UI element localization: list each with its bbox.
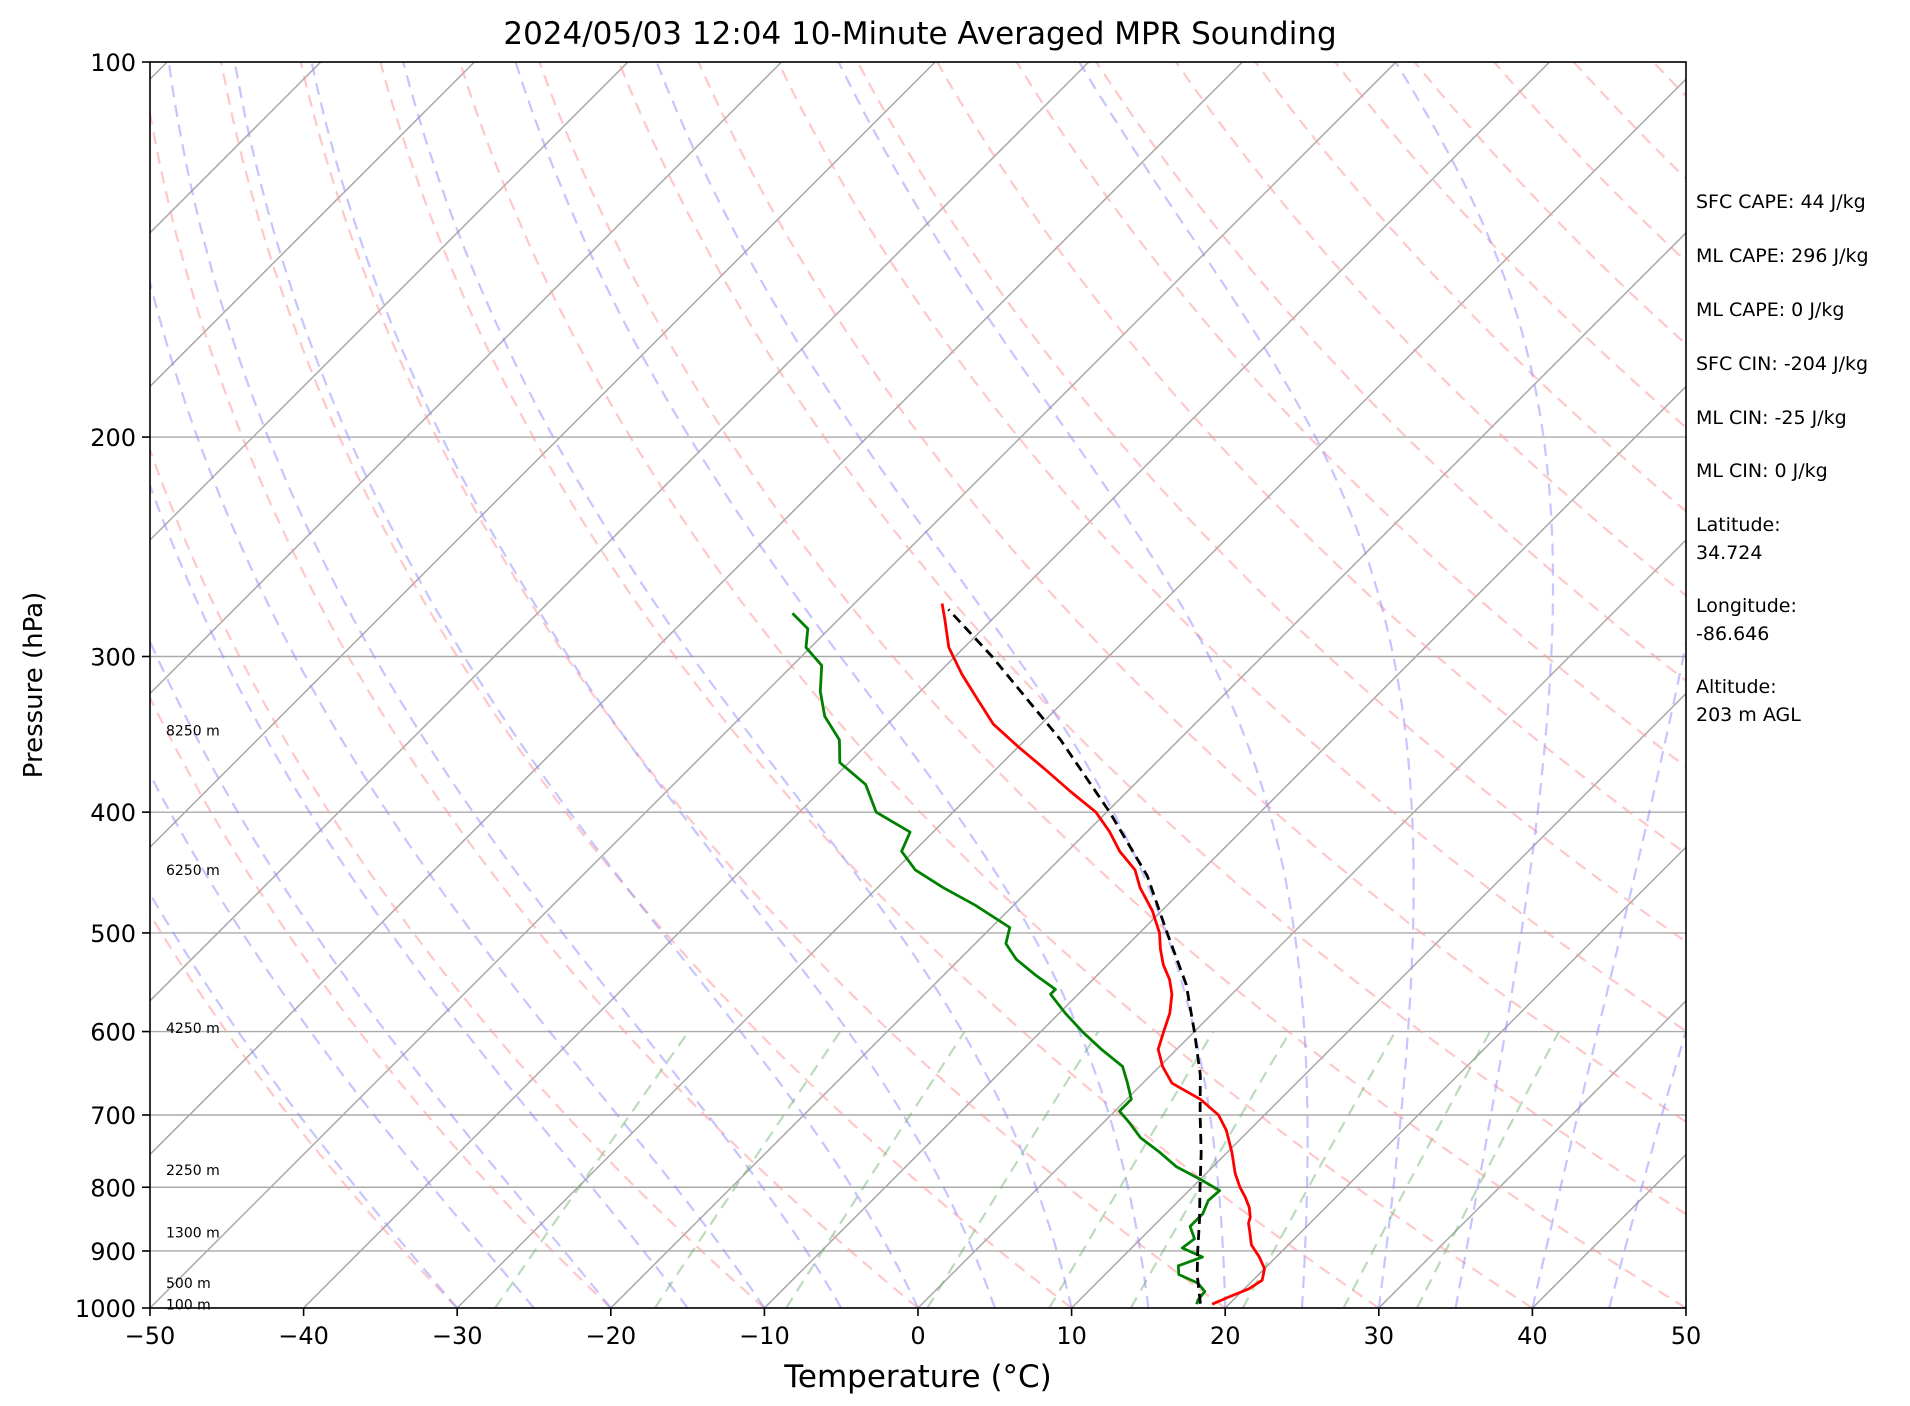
y-tick-label: 200 (90, 424, 136, 452)
moist-adiabat-line (514, 62, 1150, 1308)
temperature-profile-line (940, 603, 1266, 1306)
moist-adiabat-line (402, 62, 1073, 1308)
y-axis-label: Pressure (hPa) (19, 592, 49, 779)
x-tick-label: 10 (1056, 1322, 1087, 1350)
height-label: 1300 m (166, 1226, 220, 1242)
y-tick-label: 300 (90, 643, 136, 671)
y-tick-label: 400 (90, 799, 136, 827)
isotherm-line (1378, 999, 1686, 1308)
y-tick-label: 800 (90, 1174, 136, 1202)
y-tick-label: 500 (90, 920, 136, 948)
moist-adiabat-line (1531, 638, 1686, 1308)
moist-adiabat-line (837, 62, 1309, 1308)
moist-adiabat-line (150, 482, 689, 1308)
x-tick-label: 20 (1210, 1322, 1241, 1350)
isotherm-line (303, 62, 1551, 1308)
isotherm-line (610, 231, 1686, 1308)
moist-adiabat-line (167, 62, 843, 1308)
isotherm-line (150, 62, 1397, 1308)
latitude-text: Latitude: 34.724 (1696, 514, 1781, 564)
dry-adiabat-line (1095, 62, 1686, 683)
dry-adiabat-line (299, 62, 1226, 1308)
y-tick-label: 700 (90, 1102, 136, 1130)
axis-ticks: −50 −40 −30 −20 −10 0 10 20 30 40 50 100 200 300 400 50… (75, 49, 1701, 1350)
mixing-ratio-line (1342, 1031, 1491, 1308)
moist-adiabat-line (310, 62, 996, 1308)
x-tick-label: 40 (1517, 1322, 1548, 1350)
isotherm-line (763, 385, 1686, 1308)
x-axis-label: Temperature (°C) (783, 1359, 1052, 1395)
sfc-cin-text: SFC CIN: -204 J/kg (1696, 353, 1869, 375)
plot-frame (149, 61, 1687, 1309)
dry-adiabat-line (220, 62, 1073, 1308)
isotherm-line (456, 78, 1686, 1308)
height-label: 500 m (166, 1276, 211, 1292)
profile-lines (791, 603, 1266, 1306)
dry-adiabat-line (1175, 62, 1686, 598)
x-tick-label: 0 (910, 1322, 925, 1350)
ml-cin-text: ML CIN: -25 J/kg (1696, 407, 1847, 429)
x-tick-label: 30 (1364, 1322, 1395, 1350)
moist-adiabat-line (150, 278, 766, 1308)
dry-adiabat-line (150, 107, 919, 1308)
moist-adiabat-line (1608, 1026, 1686, 1308)
mixing-ratio-line (494, 1030, 690, 1308)
background-lines (0, 62, 1686, 1308)
dry-adiabat-line (150, 912, 458, 1308)
y-tick-label: 100 (90, 49, 136, 77)
moist-adiabat-line (233, 62, 919, 1308)
mixing-ratio-line (1129, 1031, 1291, 1308)
isotherm-line (150, 62, 475, 388)
parcel-path-line (947, 608, 1203, 1304)
dry-adiabat-line (379, 62, 1380, 1308)
x-tick-label: −40 (278, 1322, 329, 1350)
ml-cape-text: ML CAPE: 296 J/kg (1696, 245, 1869, 267)
y-tick-label: 900 (90, 1238, 136, 1266)
mixing-ratio-line (785, 1030, 966, 1308)
mixing-ratio-line (1416, 1031, 1560, 1308)
height-label: 8250 m (166, 724, 220, 740)
y-tick-label: 600 (90, 1019, 136, 1047)
isotherm-line (150, 62, 1243, 1156)
height-label: 100 m (166, 1298, 211, 1314)
dry-adiabat-line (538, 62, 1686, 1308)
dry-adiabat-line (617, 62, 1686, 1216)
isotherm-line (150, 62, 783, 695)
mixing-ratio-line (926, 1031, 1100, 1308)
isotherm-line (1071, 692, 1686, 1308)
mixing-ratio-line (653, 1030, 842, 1308)
x-tick-label: −10 (739, 1322, 790, 1350)
moist-adiabat-line (1078, 62, 1415, 1308)
moist-adiabat-line (1394, 62, 1555, 1308)
height-labels: 8250 m 6250 m 4250 m 2250 m 1300 m 500 m 100 m (166, 724, 220, 1314)
y-tick-label: 1000 (75, 1295, 136, 1323)
chart-title: 2024/05/03 12:04 10-Minute Averaged MPR … (503, 16, 1336, 52)
isotherm-line (1224, 846, 1686, 1308)
dewpoint-profile-line (791, 612, 1222, 1305)
longitude-text: Longitude: -86.646 (1696, 595, 1797, 645)
altitude-text: Altitude: 203 m AGL (1696, 676, 1801, 726)
moist-adiabat-line (150, 891, 459, 1308)
isotherm-line (150, 62, 1090, 1002)
moist-adiabat-line (655, 62, 1227, 1308)
ml-cin-zero-text: ML CIN: 0 J/kg (1696, 460, 1828, 482)
isotherm-line (150, 62, 629, 542)
isotherm-line (0, 62, 14, 1308)
x-tick-label: −30 (432, 1322, 483, 1350)
ml-cape-zero-text: ML CAPE: 0 J/kg (1696, 299, 1845, 321)
x-tick-label: 50 (1671, 1322, 1702, 1350)
dry-adiabat-line (458, 62, 1533, 1308)
sfc-cape-text: SFC CAPE: 44 J/kg (1696, 191, 1866, 213)
height-label: 2250 m (166, 1163, 220, 1179)
dry-adiabat-line (150, 695, 612, 1308)
isotherm-line (150, 62, 936, 849)
mixing-ratio-line (1048, 1031, 1215, 1308)
x-tick-label: −20 (585, 1322, 636, 1350)
x-tick-label: −50 (125, 1322, 176, 1350)
height-label: 4250 m (166, 1021, 220, 1037)
dry-adiabat-line (150, 446, 766, 1308)
height-label: 6250 m (166, 863, 220, 879)
isotherm-line (917, 538, 1686, 1308)
